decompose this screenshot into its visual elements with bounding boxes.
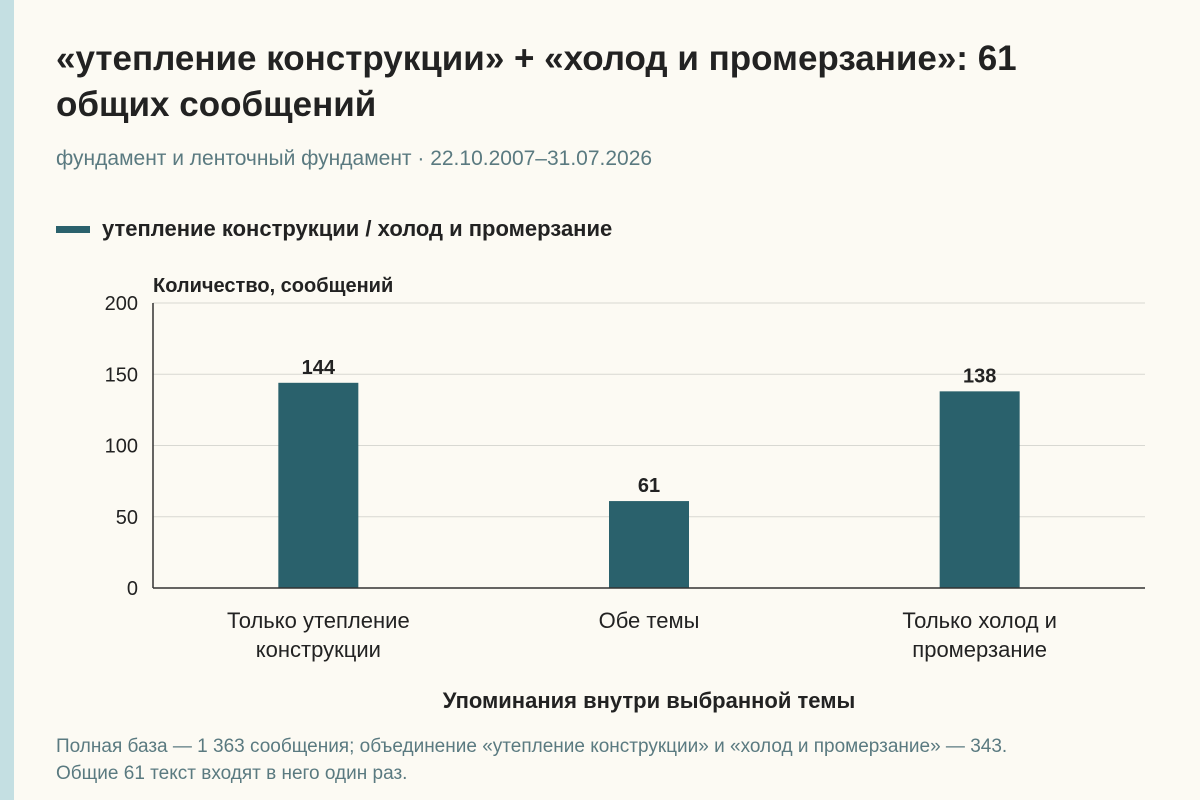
chart-subtitle: фундамент и ленточный фундамент · 22.10.… xyxy=(56,147,653,170)
x-tick-label: Только холод и промерзание xyxy=(902,608,1057,662)
y-tick-label: 100 xyxy=(105,436,138,458)
bar-value-labels: 144 61 138 xyxy=(302,357,997,497)
bar xyxy=(278,382,359,588)
bar-value-label: 144 xyxy=(302,357,336,379)
y-axis-label: Количество, сообщений xyxy=(153,275,393,297)
y-axis-ticks: 0 50 100 150 200 xyxy=(105,293,138,600)
bars xyxy=(278,382,1020,588)
x-axis-label: Упоминания внутри выбранной темы xyxy=(443,688,856,713)
x-tick-label: Обе темы xyxy=(599,608,700,633)
bar xyxy=(609,501,689,588)
y-tick-label: 0 xyxy=(127,578,138,600)
legend-label: утепление конструкции / холод и промерза… xyxy=(102,216,613,241)
bar-chart: 0 50 100 150 200 144 61 138 Только утепление ко… xyxy=(105,275,1145,713)
x-tick-label: Только утепление конструкции xyxy=(227,608,410,662)
bar-value-label: 138 xyxy=(963,365,996,387)
bar xyxy=(939,391,1020,588)
x-axis-ticks: Только утепление конструкции Обе темы Тольк… xyxy=(227,608,1057,662)
legend: утепление конструкции / холод и промерза… xyxy=(56,216,612,242)
y-tick-label: 200 xyxy=(105,293,138,315)
footnote: Полная база — 1 363 сообщения; объединен… xyxy=(56,736,1008,784)
y-tick-label: 150 xyxy=(105,364,138,386)
bar-value-label: 61 xyxy=(638,475,660,497)
chart-title: «утепление конструкции» + «холод и проме… xyxy=(56,39,1017,124)
y-tick-label: 50 xyxy=(116,507,138,529)
accent-stripe xyxy=(0,0,14,800)
legend-swatch xyxy=(56,225,90,233)
